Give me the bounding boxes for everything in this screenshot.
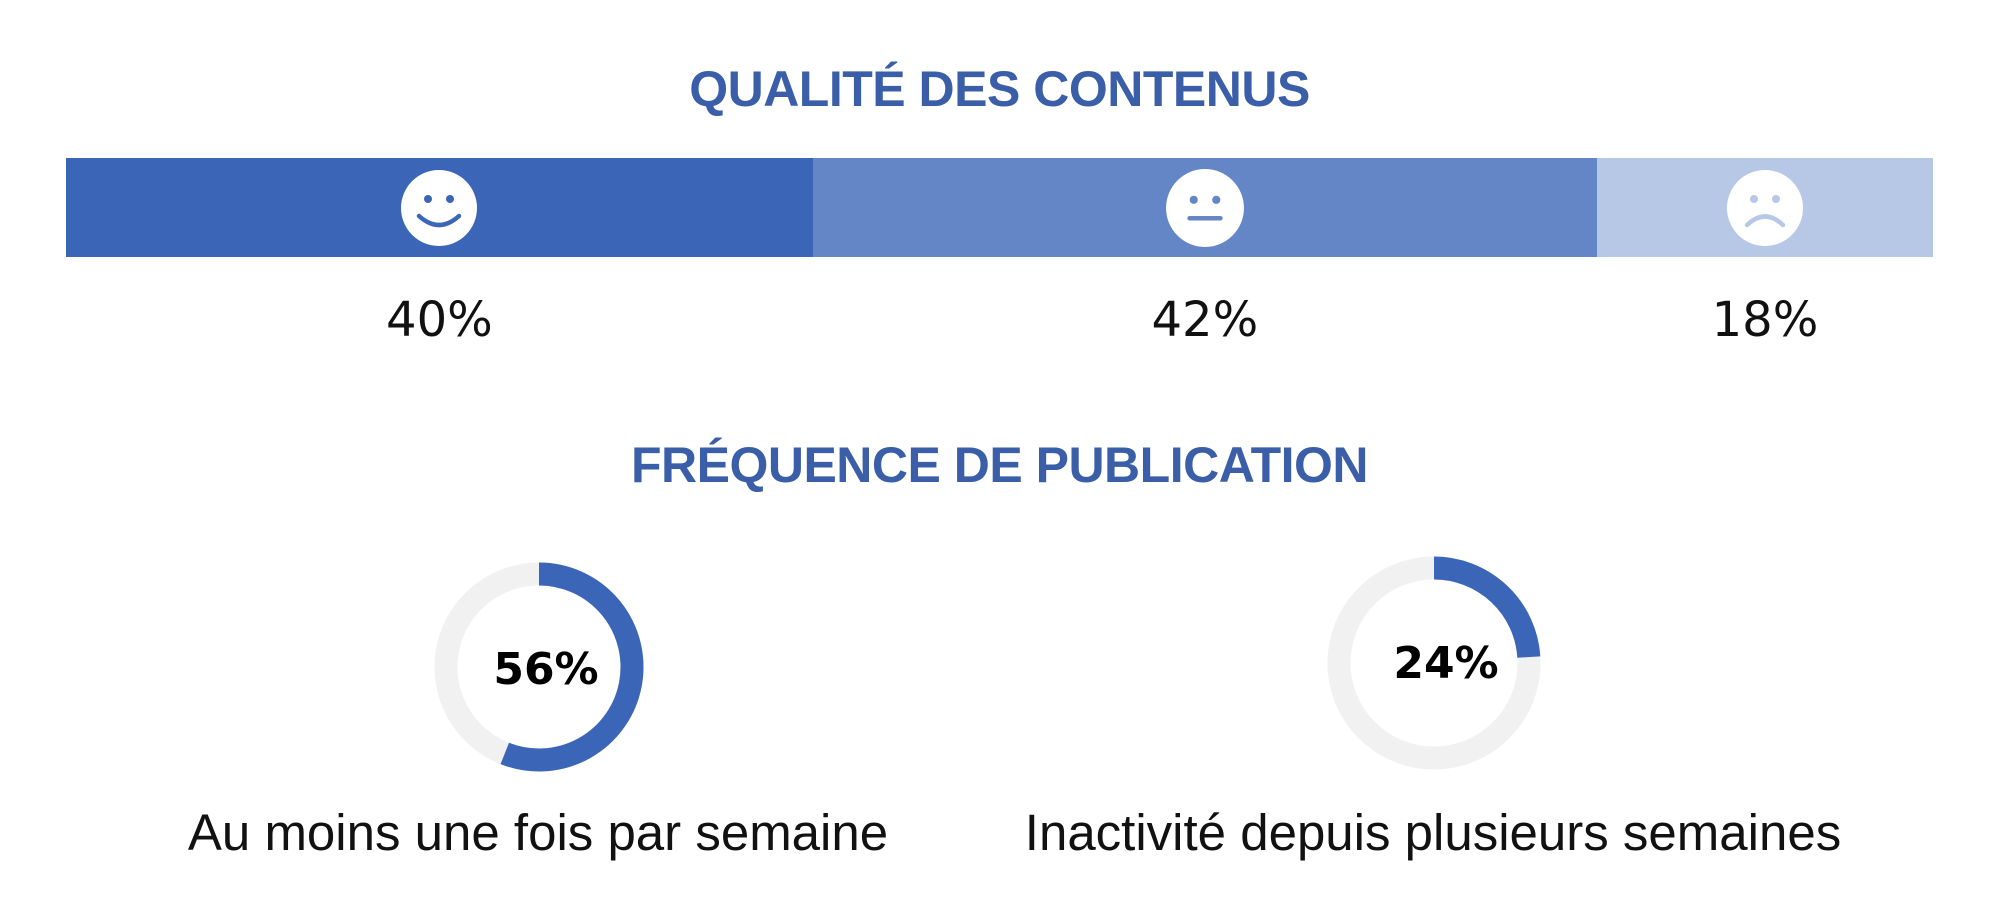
quality-label-positive: 40% <box>386 292 493 348</box>
donut-weekly: 56% <box>434 562 644 772</box>
quality-stacked-bar <box>66 158 1933 257</box>
quality-title: QUALITÉ DES CONTENUS <box>689 61 1310 117</box>
donut-value: 24% <box>1393 638 1498 689</box>
quality-label-neutral: 42% <box>1151 292 1259 348</box>
frequency-title: FRÉQUENCE DE PUBLICATION <box>630 437 1369 493</box>
donut-arc <box>500 562 644 772</box>
bar-segment-positive <box>66 158 813 257</box>
donut-inactive: 24% <box>1327 556 1541 770</box>
smiley-happy-icon <box>401 169 478 246</box>
donut-arc <box>1433 556 1541 659</box>
smiley-neutral-icon <box>1165 168 1244 247</box>
bar-segment-neutral <box>812 158 1597 257</box>
bar-segment-negative <box>1596 158 1933 257</box>
donut-caption-weekly: Au moins une fois par semaine <box>187 804 889 861</box>
donut-value: 56% <box>493 644 598 695</box>
donut-caption-inactive: Inactivité depuis plusieurs semaines <box>1024 804 1842 861</box>
quality-label-negative: 18% <box>1711 292 1819 348</box>
smiley-sad-icon <box>1726 169 1803 246</box>
